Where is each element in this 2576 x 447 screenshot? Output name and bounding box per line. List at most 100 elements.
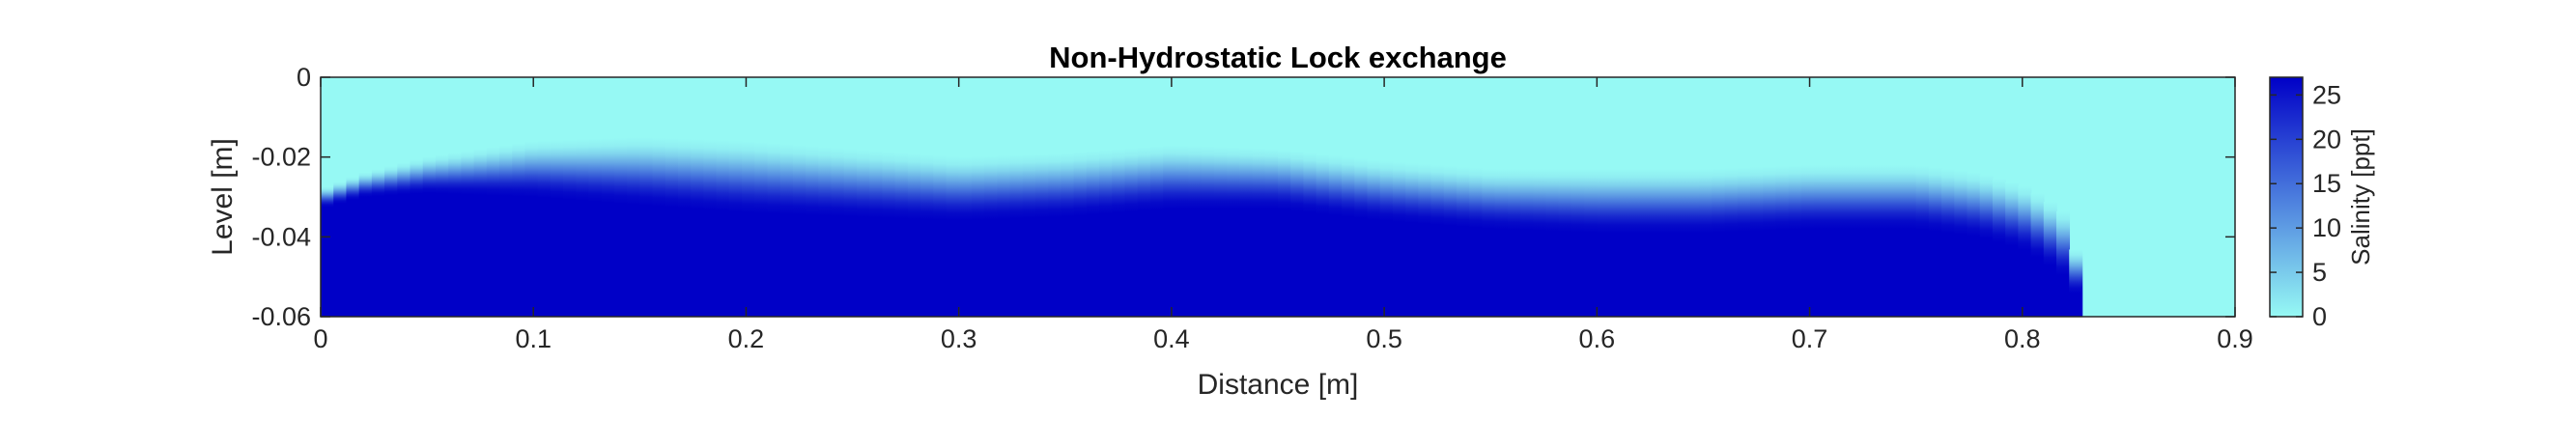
heatmap-column	[524, 141, 539, 317]
heatmap-column	[933, 155, 948, 317]
heatmap-column	[2018, 185, 2032, 317]
heatmap-column	[1201, 146, 1215, 317]
heatmap-column	[742, 141, 756, 317]
heatmap-column	[1290, 151, 1305, 317]
heatmap-column	[1584, 169, 1599, 317]
heatmap-column	[767, 143, 781, 317]
heatmap-column	[665, 138, 679, 317]
heatmap-column	[1048, 153, 1062, 317]
heatmap-column	[1673, 169, 1687, 317]
colorbar-tick-label: 25	[2312, 80, 2341, 109]
heatmap-column	[1354, 158, 1369, 317]
heatmap-column	[843, 149, 858, 317]
x-tick-label: 0.8	[2004, 324, 2041, 353]
heatmap-column	[1737, 167, 1751, 317]
heatmap-column	[1941, 169, 1956, 317]
heatmap-column	[1456, 166, 1470, 317]
heatmap-column	[1622, 169, 1636, 317]
heatmap-column	[907, 154, 921, 317]
heatmap-column	[384, 166, 399, 317]
heatmap-column	[563, 139, 578, 317]
colorbar-tick-label: 15	[2312, 169, 2341, 198]
heatmap-column	[1163, 145, 1177, 317]
heatmap-column	[792, 145, 807, 317]
heatmap-column	[1213, 147, 1228, 317]
heatmap-column	[958, 156, 973, 317]
heatmap-column	[550, 140, 564, 317]
y-tick-label: 0	[297, 63, 311, 92]
heatmap-column	[869, 151, 884, 317]
heatmap-column	[1533, 169, 1547, 317]
heatmap-column	[1609, 169, 1624, 317]
heatmap-column	[691, 139, 705, 317]
heatmap-column	[1443, 165, 1458, 317]
heatmap-column	[1648, 169, 1662, 317]
heatmap-column	[1634, 169, 1649, 317]
heatmap-column	[779, 144, 794, 317]
x-tick-label: 0.3	[941, 324, 977, 353]
y-axis-label: Level [m]	[207, 138, 239, 256]
heatmap-column	[1124, 148, 1139, 317]
heatmap-column	[1597, 169, 1611, 317]
heatmap-column	[1878, 164, 1892, 317]
heatmap-column	[818, 147, 833, 317]
heatmap-column	[321, 186, 335, 317]
heatmap-column	[1826, 164, 1841, 317]
heatmap-column	[1558, 169, 1572, 317]
heatmap-column	[461, 151, 475, 317]
colorbar-tick-label: 5	[2312, 258, 2327, 287]
heatmap-column	[894, 153, 909, 317]
heatmap-column	[435, 154, 449, 317]
heatmap-column	[1328, 155, 1343, 317]
heatmap-column	[1009, 154, 1024, 317]
heatmap-column	[971, 155, 985, 317]
heatmap-column	[1405, 162, 1420, 317]
heatmap-column	[448, 153, 463, 317]
heatmap-column	[1061, 153, 1075, 317]
heatmap-column	[946, 156, 960, 317]
y-axis: 0 -0.02 -0.04 -0.06	[251, 63, 2235, 331]
heatmap-column	[1992, 178, 2006, 317]
heatmap-column	[410, 159, 424, 317]
heatmap-column	[1967, 172, 1981, 317]
heatmap-column	[1839, 164, 1854, 317]
heatmap-column	[1763, 166, 1777, 317]
heatmap-column	[601, 138, 615, 317]
heatmap-column	[1034, 154, 1049, 317]
heatmap-column	[1890, 164, 1905, 317]
heatmap-column	[1852, 164, 1866, 317]
heatmap-column	[512, 143, 526, 317]
heatmap-column	[2069, 249, 2083, 317]
heatmap-column	[1928, 167, 1942, 317]
heatmap-column	[2030, 193, 2045, 317]
heatmap-column	[1724, 167, 1739, 317]
heatmap-column	[997, 154, 1011, 317]
x-tick-label: 0.6	[1579, 324, 1616, 353]
heatmap-column	[882, 152, 896, 317]
heatmap-column	[1788, 165, 1802, 317]
heatmap-column	[576, 139, 590, 317]
heatmap-column	[1660, 169, 1675, 317]
heatmap-column	[1367, 159, 1381, 317]
heatmap-column	[2056, 210, 2071, 317]
x-tick-label: 0.5	[1366, 324, 1402, 353]
heatmap-column	[627, 137, 641, 317]
heatmap-column	[1175, 145, 1190, 317]
heatmap-column	[1979, 175, 1994, 317]
x-tick-label: 0.1	[515, 324, 552, 353]
heatmap-column	[1800, 165, 1815, 317]
heatmap-column	[754, 142, 769, 317]
heatmap-column	[677, 138, 692, 317]
heatmap-column	[1520, 169, 1535, 317]
chart-title: Non-Hydrostatic Lock exchange	[1049, 41, 1507, 74]
x-axis: 0 0.1 0.2 0.3 0.4 0.5 0.6 0.7 0.8 0.9	[313, 77, 2253, 353]
x-tick-label: 0	[313, 324, 327, 353]
y-tick-label: -0.04	[251, 222, 311, 251]
heatmap-column	[1099, 150, 1114, 317]
colorbar-ticks: 0 5 10 15 20 25	[2270, 80, 2341, 331]
heatmap-column	[1392, 161, 1406, 317]
heatmap-column	[1954, 170, 1968, 317]
heatmap-column	[1699, 168, 1713, 317]
colorbar-tick-label: 0	[2312, 302, 2327, 331]
